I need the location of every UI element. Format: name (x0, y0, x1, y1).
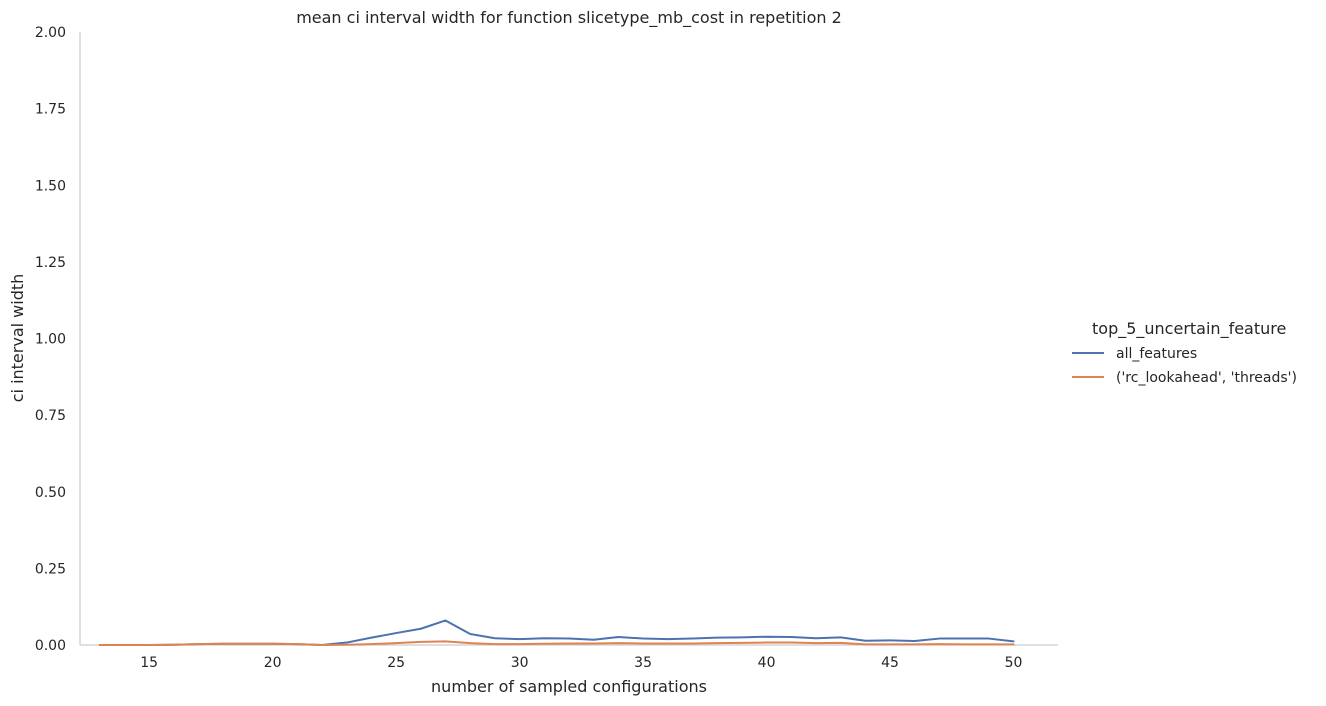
legend-title: top_5_uncertain_feature (1092, 319, 1286, 339)
y-tick-label: 0.50 (35, 485, 66, 501)
x-tick-label: 20 (264, 655, 282, 671)
x-axis-label: number of sampled configurations (431, 677, 707, 696)
legend: top_5_uncertain_feature all_features ('rc… (1072, 319, 1297, 386)
y-tick-label: 0.00 (35, 638, 66, 654)
y-tick-label: 1.50 (35, 178, 66, 194)
y-tick-label: 1.25 (35, 255, 66, 271)
y-axis-label: ci interval width (8, 274, 27, 403)
x-tick-label: 35 (634, 655, 652, 671)
y-tick-label: 1.75 (35, 102, 66, 118)
x-tick-labels: 15 20 25 30 35 40 45 50 (140, 655, 1022, 671)
x-tick-label: 25 (387, 655, 405, 671)
series-line-1 (98, 640, 1015, 646)
y-tick-label: 1.00 (35, 332, 66, 348)
chart-title: mean ci interval width for function slic… (296, 8, 842, 28)
series-line-0 (98, 619, 1015, 646)
y-tick-label: 0.75 (35, 408, 66, 424)
x-tick-label: 30 (511, 655, 529, 671)
x-tick-label: 15 (140, 655, 158, 671)
y-tick-label: 2.00 (35, 25, 66, 41)
legend-label: ('rc_lookahead', 'threads') (1116, 370, 1297, 386)
x-tick-label: 40 (758, 655, 776, 671)
x-tick-label: 50 (1005, 655, 1023, 671)
y-tick-label: 0.25 (35, 561, 66, 577)
x-tick-label: 45 (881, 655, 899, 671)
y-tick-labels: 0.00 0.25 0.50 0.75 1.00 1.25 1.50 1.75 2.00 (35, 25, 66, 654)
plot-area: 15 20 25 30 35 40 45 50 0.00 0.25 0.50 0.75 1.00 1.2… (35, 25, 1058, 671)
series-lines (98, 619, 1015, 646)
legend-label: all_features (1116, 346, 1197, 362)
